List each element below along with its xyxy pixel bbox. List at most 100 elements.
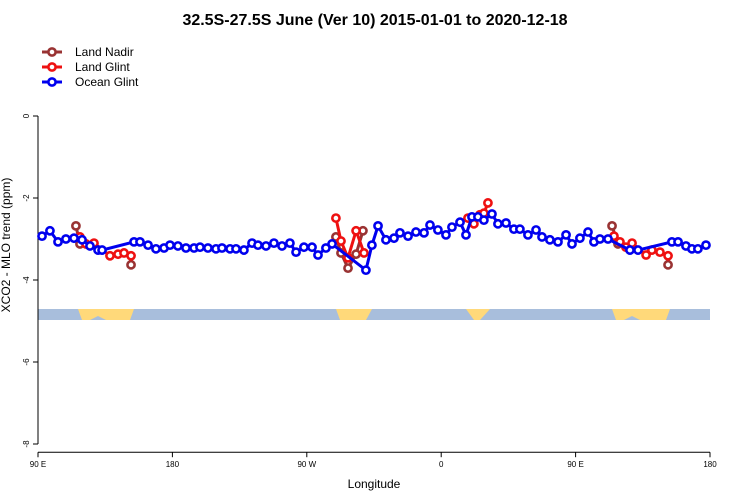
point [545,234,555,245]
x-tick-label: 0 [439,460,444,469]
point [291,247,301,258]
point [299,242,309,253]
point [419,227,429,238]
point [313,250,323,260]
point [217,243,227,253]
ocean-strip [38,309,710,320]
point [537,232,547,242]
point [77,234,87,245]
point [307,242,317,253]
y-tick-label: -8 [22,440,31,448]
chart-title: 32.5S-27.5S June (Ver 10) 2015-01-01 to … [182,12,567,29]
point [367,240,377,251]
x-tick-label: 90 W [297,460,316,469]
point [595,234,605,244]
point [361,265,371,276]
point [53,236,63,247]
x-axis-label: Longitude [348,477,401,491]
point [493,218,503,229]
legend-label: Ocean Glint [75,75,139,89]
point [165,240,175,251]
point [655,247,665,258]
point [173,241,183,251]
point [253,240,263,251]
y-tick-label: 0 [22,113,31,118]
y-axis-label: XCO2 - MLO trend (ppm) [0,178,13,313]
point [441,229,451,240]
point [693,243,703,254]
point [269,238,279,248]
point [261,241,271,251]
point [285,238,295,248]
point [151,243,161,254]
legend-marker [47,47,57,57]
land-strip [466,309,490,320]
point [126,259,136,270]
point [239,245,249,255]
point [433,225,443,235]
point [411,227,421,237]
point [455,217,465,228]
point [583,227,593,237]
point [501,218,511,228]
point [97,245,107,255]
point [701,240,711,251]
point [487,209,497,219]
land-mask [38,309,710,320]
point [641,250,651,260]
point [343,263,353,274]
point [389,233,399,244]
point [327,239,337,249]
x-tick-label: 180 [166,460,180,469]
land-strip [612,309,670,320]
point [603,234,613,244]
point [633,245,643,255]
point [447,222,457,233]
point [461,229,471,240]
point [85,241,95,251]
y-tick-label: -2 [22,194,31,202]
point [105,250,115,261]
point [71,220,81,231]
point [231,243,241,254]
x-tick-label: 90 E [30,460,46,469]
point [483,198,493,208]
point [277,241,287,251]
point [61,234,71,244]
y-tick-label: -6 [22,358,31,366]
point [351,225,361,236]
point [425,220,435,230]
point [126,250,136,261]
point [531,225,541,235]
point [203,243,213,253]
point [336,236,346,246]
legend-label: Land Nadir [75,45,134,59]
land-strip [336,309,372,320]
land-strip [78,309,134,320]
point [403,231,413,242]
point [673,236,683,247]
point [143,240,153,251]
x-tick-label: 90 E [567,460,583,469]
point [45,225,55,236]
point [359,248,369,258]
point [514,224,525,235]
point [663,250,673,261]
point [195,242,205,253]
point [135,236,145,247]
point [181,243,191,253]
point [607,220,617,231]
point [395,227,405,238]
point [351,249,361,260]
point [331,213,341,223]
point [381,234,391,245]
point [37,231,47,242]
point [373,220,383,231]
point [523,229,533,240]
point [69,233,79,244]
legend-marker [47,77,57,87]
point [575,233,585,244]
point [561,229,571,240]
